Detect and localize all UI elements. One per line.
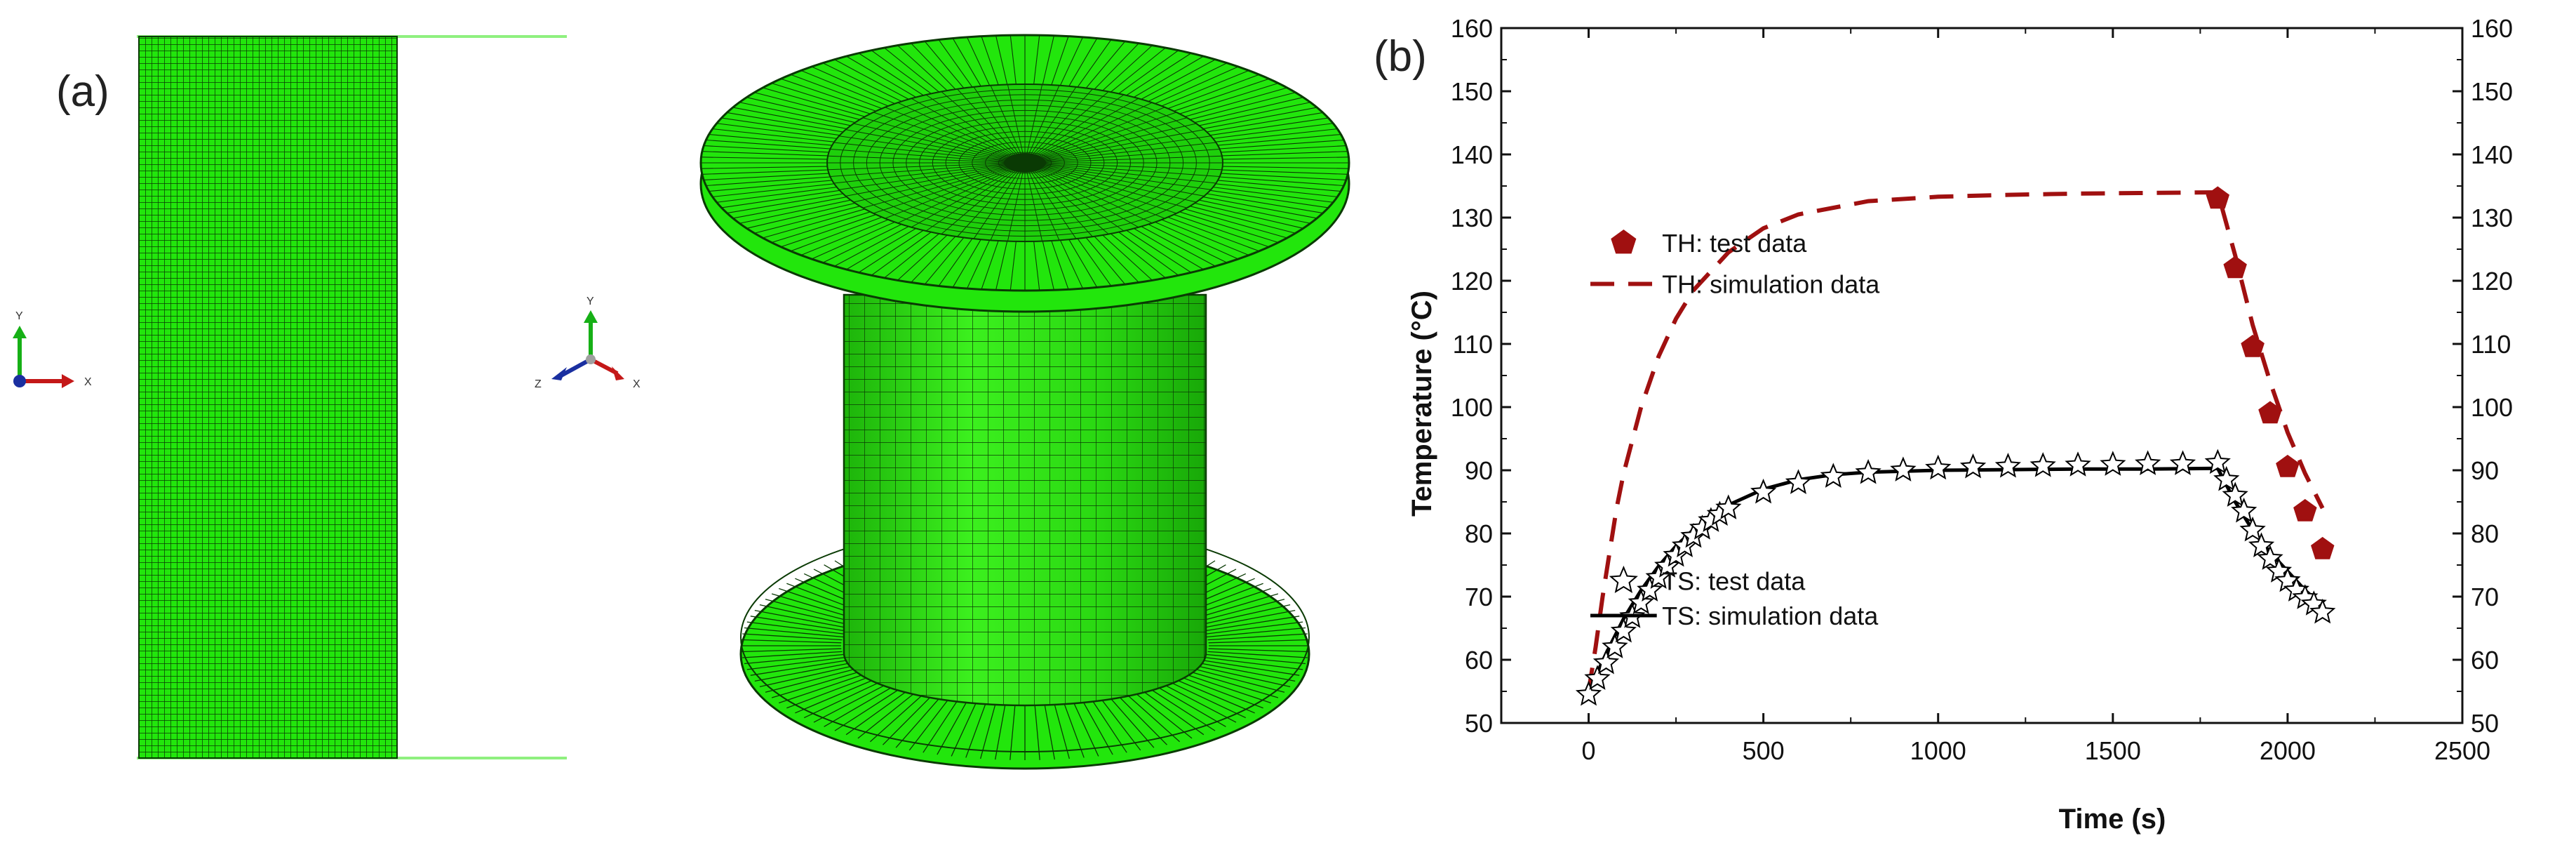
legend-label: TH: test data <box>1662 229 1807 258</box>
th-test-point <box>2293 498 2317 522</box>
x-axis-label: Time (s) <box>2059 804 2166 835</box>
th-test-point <box>2258 401 2282 424</box>
ts-test-point <box>1994 452 2021 478</box>
y-tick-label-left: 80 <box>1465 519 1493 548</box>
ts-test-point <box>1654 552 1681 578</box>
y-tick-label-left: 110 <box>1453 330 1493 359</box>
x-tick-label: 1000 <box>1910 736 1966 765</box>
mesh-2d <box>137 35 567 759</box>
ts-test-point <box>1584 665 1611 690</box>
triad-3d-x-label: X <box>633 378 640 390</box>
ts-test-point <box>1610 617 1637 643</box>
x-tick-label: 500 <box>1743 736 1785 765</box>
ts-test-point <box>1959 453 1987 479</box>
y-tick-label-right: 80 <box>2471 519 2499 548</box>
temperature-chart: 50 50 60 60 70 70 80 80 90 90 100 100 110 110 120 120 13… <box>1407 14 2513 835</box>
y-axis-label: Temperature (°C) <box>1407 291 1437 517</box>
ts-test-point <box>2135 450 2161 475</box>
ts-test-point <box>2231 497 2258 523</box>
th-test-point <box>2311 536 2335 559</box>
y-tick-label-left: 130 <box>1451 204 1493 232</box>
th-test-point <box>2206 186 2229 209</box>
ts-test-point <box>1750 478 1777 504</box>
legend-ts-test-marker <box>1609 565 1638 594</box>
ts-test-point <box>2257 545 2283 570</box>
x-tick-label: 2000 <box>2260 736 2316 765</box>
y-tick-label-right: 130 <box>2471 204 2513 232</box>
y-tick-label-right: 70 <box>2471 583 2499 611</box>
y-tick-label-right: 50 <box>2471 709 2499 738</box>
triad-2d-icon: Y X <box>13 310 92 388</box>
legend-label: TS: test data <box>1662 567 1806 596</box>
th-test-point <box>2223 255 2247 279</box>
ts-test-point <box>1592 649 1620 675</box>
y-tick-label-left: 100 <box>1451 393 1493 422</box>
ts-test-point <box>1602 633 1628 658</box>
x-tick-label: 1500 <box>2085 736 2141 765</box>
legend-label: TH: simulation data <box>1662 270 1880 299</box>
ts-test-point <box>2309 598 2336 624</box>
ts-test-point <box>1890 456 1917 482</box>
y-tick-label-left: 160 <box>1451 14 1493 43</box>
th-test-point <box>2276 454 2300 477</box>
y-tick-label-right: 140 <box>2471 140 2513 169</box>
y-tick-label-right: 90 <box>2471 456 2499 485</box>
ts-test-point <box>2100 451 2126 476</box>
ts-test-point <box>1925 454 1952 480</box>
y-tick-label-left: 140 <box>1451 140 1493 169</box>
triad-2d-x-label: X <box>84 376 92 388</box>
panel-b-label: (b) <box>1374 32 1427 81</box>
triad-2d-y-label: Y <box>15 310 23 322</box>
y-tick-label-left: 120 <box>1451 267 1493 295</box>
x-tick-label: 2500 <box>2434 736 2490 765</box>
ts-test-point <box>2248 532 2275 557</box>
ts-test-point <box>1715 494 1742 519</box>
y-tick-label-right: 100 <box>2471 393 2513 422</box>
ts-test-point <box>1855 458 1881 484</box>
th-test-point <box>2241 334 2265 357</box>
triad-3d-icon: Y Z X <box>535 295 640 390</box>
ts-test-point <box>1645 564 1672 589</box>
ts-test-point <box>2065 451 2091 477</box>
y-tick-label-right: 150 <box>2471 77 2513 106</box>
y-tick-label-left: 50 <box>1465 709 1493 738</box>
ts-test-point <box>2204 449 2231 474</box>
triad-3d-y-label: Y <box>586 295 594 307</box>
y-tick-label-right: 60 <box>2471 646 2499 675</box>
triad-3d-z-label: Z <box>535 378 542 390</box>
spool-3d-mesh <box>699 34 1350 770</box>
x-tick-label: 0 <box>1582 736 1596 765</box>
ts-test-point <box>1820 463 1846 488</box>
ts-test-point <box>1628 589 1654 614</box>
y-tick-label-right: 110 <box>2471 330 2511 359</box>
ts-test-point <box>1637 576 1663 602</box>
ts-test-point <box>2222 482 2248 507</box>
y-tick-label-left: 150 <box>1451 77 1493 106</box>
y-tick-label-left: 90 <box>1465 456 1493 485</box>
ts-test-point <box>2239 516 2266 542</box>
legend-label: TS: simulation data <box>1662 602 1879 630</box>
y-tick-label-left: 60 <box>1465 646 1493 675</box>
ts-test-point <box>2030 452 2056 477</box>
y-tick-label-right: 120 <box>2471 267 2513 295</box>
ts-test-point <box>1575 680 1602 706</box>
legend-th-test-marker <box>1611 230 1637 254</box>
ts-test-point <box>2169 450 2196 475</box>
ts-test-point <box>2213 465 2240 491</box>
y-tick-label-left: 70 <box>1465 583 1493 611</box>
panel-a-figure: Y X Y Z X <box>13 34 1350 770</box>
th-simulation-line <box>1586 190 2325 692</box>
panel-a-label: (a) <box>56 67 109 116</box>
y-tick-label-right: 160 <box>2471 14 2513 43</box>
ts-test-point <box>1785 469 1812 494</box>
